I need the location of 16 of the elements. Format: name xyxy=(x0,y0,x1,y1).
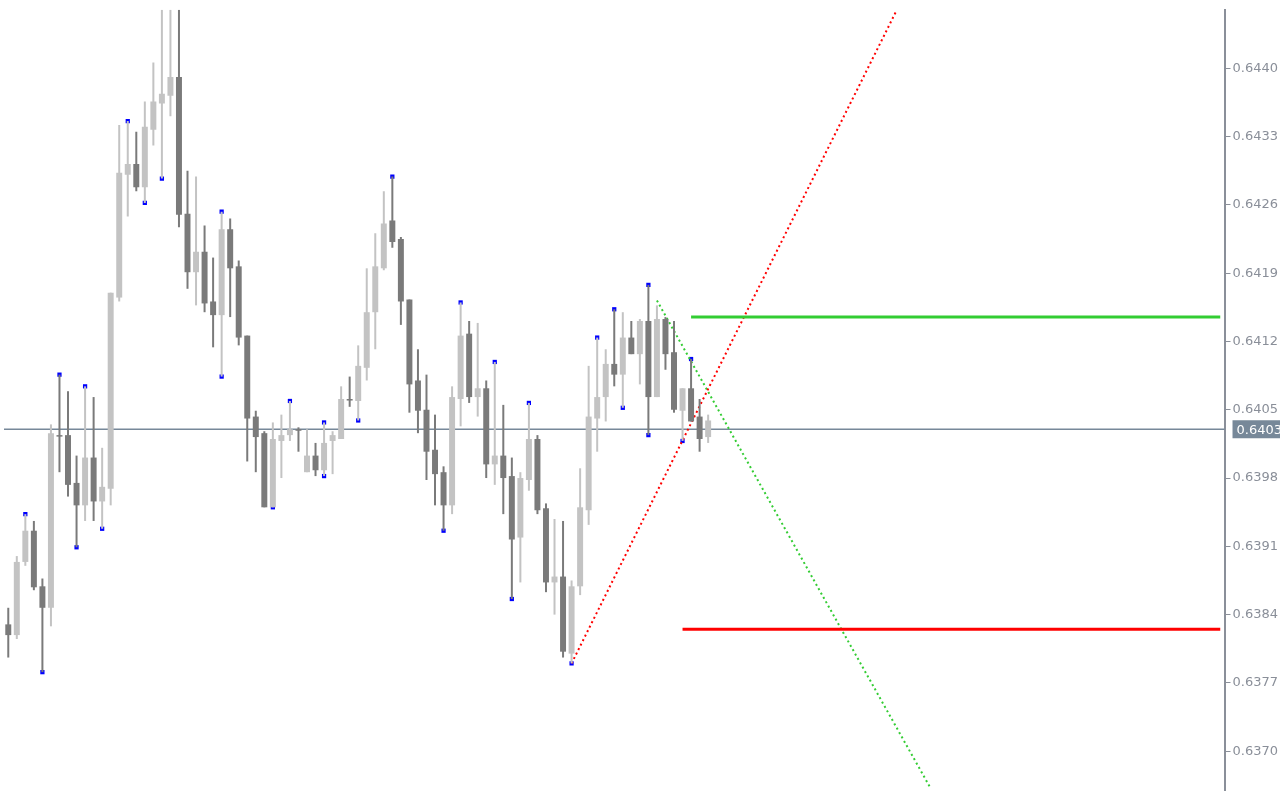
ref-line-label: 0.6403 xyxy=(1236,421,1280,437)
y-tick-label: 0.6405 xyxy=(1232,401,1279,417)
y-tick-label: 0.6370 xyxy=(1232,742,1279,758)
candlestick xyxy=(295,427,302,452)
candlestick xyxy=(278,414,285,479)
y-tick-label: 0.6433 xyxy=(1232,127,1279,143)
candlestick xyxy=(346,376,353,407)
y-tick-label: 0.6412 xyxy=(1232,332,1279,348)
y-tick-label: 0.6398 xyxy=(1232,469,1279,485)
y-tick-label: 0.6440 xyxy=(1232,59,1279,75)
candlestick xyxy=(474,322,481,417)
y-tick-label: 0.6384 xyxy=(1232,605,1279,621)
y-tick-label: 0.6426 xyxy=(1232,196,1279,212)
y-tick-label: 0.6419 xyxy=(1232,264,1279,280)
y-tick-label: 0.6391 xyxy=(1232,537,1279,553)
y-tick-label: 0.6377 xyxy=(1232,674,1279,690)
